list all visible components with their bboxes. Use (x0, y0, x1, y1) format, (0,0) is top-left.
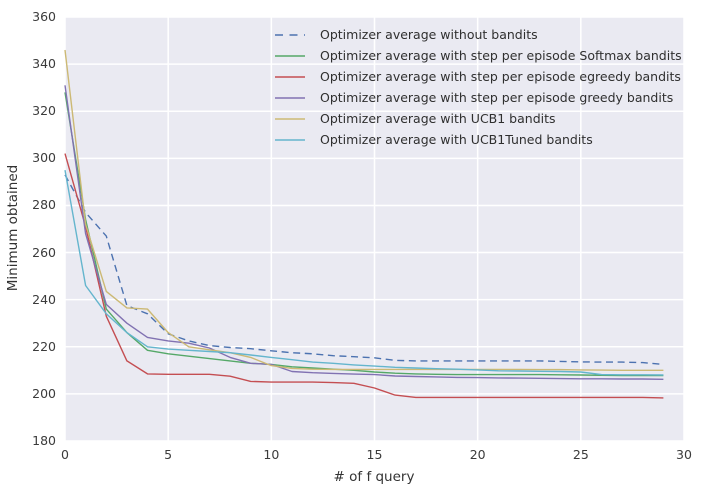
legend-swatch-line (275, 33, 305, 36)
legend-item: Optimizer average with step per episode … (275, 66, 682, 87)
legend-item: Optimizer average without bandits (275, 24, 682, 45)
series-line (64, 92, 664, 377)
legend-label: Optimizer average with UCB1Tuned bandits (320, 132, 593, 147)
x-tick-label: 10 (263, 447, 280, 462)
legend-item: Optimizer average with step per episode … (275, 45, 682, 66)
x-tick-label: 0 (61, 447, 69, 462)
y-tick-label: 340 (32, 56, 56, 72)
legend-label: Optimizer average without bandits (320, 27, 538, 42)
legend-label: Optimizer average with step per episode … (320, 90, 674, 105)
legend-item: Optimizer average with UCB1 bandits (275, 108, 682, 129)
x-tick-label: 20 (469, 447, 486, 462)
legend-label: Optimizer average with step per episode … (320, 48, 682, 63)
y-tick-label: 280 (32, 197, 56, 213)
y-tick-label: 260 (32, 244, 56, 260)
legend-item: Optimizer average with UCB1Tuned bandits (275, 129, 682, 150)
y-axis-label: Minimum obtained (5, 164, 21, 292)
series-line (64, 174, 664, 366)
y-tick-label: 240 (32, 291, 56, 307)
legend-swatch-line (275, 96, 305, 99)
series-line (64, 85, 664, 380)
legend-swatch-line (275, 75, 305, 78)
y-tick-label: 360 (32, 9, 56, 24)
series-line (64, 49, 664, 371)
x-tick-label: 5 (164, 447, 173, 462)
x-tick-label: 30 (676, 447, 692, 462)
y-tick-label: 300 (32, 150, 56, 166)
x-tick-label: 25 (572, 447, 589, 462)
series-line (64, 169, 664, 376)
y-tick-label: 320 (32, 103, 56, 119)
series-line (64, 153, 664, 399)
legend-swatch-line (275, 138, 305, 141)
x-tick-label: 15 (366, 447, 383, 462)
y-tick-label: 180 (32, 433, 56, 448)
legend-swatch-line (275, 54, 305, 57)
x-axis-label: # of f query (333, 469, 415, 485)
legend-swatch-line (275, 117, 305, 120)
y-tick-label: 220 (32, 338, 56, 354)
legend-item: Optimizer average with step per episode … (275, 87, 682, 108)
legend-label: Optimizer average with UCB1 bandits (320, 111, 556, 126)
y-tick-label: 200 (32, 385, 56, 401)
legend-label: Optimizer average with step per episode … (320, 69, 681, 84)
legend: Optimizer average without bandits Optimiz… (275, 24, 682, 150)
